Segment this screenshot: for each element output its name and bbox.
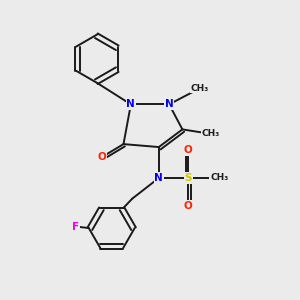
- Text: O: O: [184, 145, 193, 155]
- Text: N: N: [165, 99, 173, 110]
- Text: CH₃: CH₃: [191, 84, 209, 93]
- Text: N: N: [154, 173, 163, 183]
- Text: CH₃: CH₃: [210, 173, 228, 182]
- Text: O: O: [184, 201, 193, 211]
- Text: N: N: [127, 99, 135, 110]
- Text: CH₃: CH₃: [201, 129, 220, 138]
- Text: F: F: [72, 222, 79, 232]
- Text: O: O: [97, 152, 106, 162]
- Text: S: S: [184, 173, 192, 183]
